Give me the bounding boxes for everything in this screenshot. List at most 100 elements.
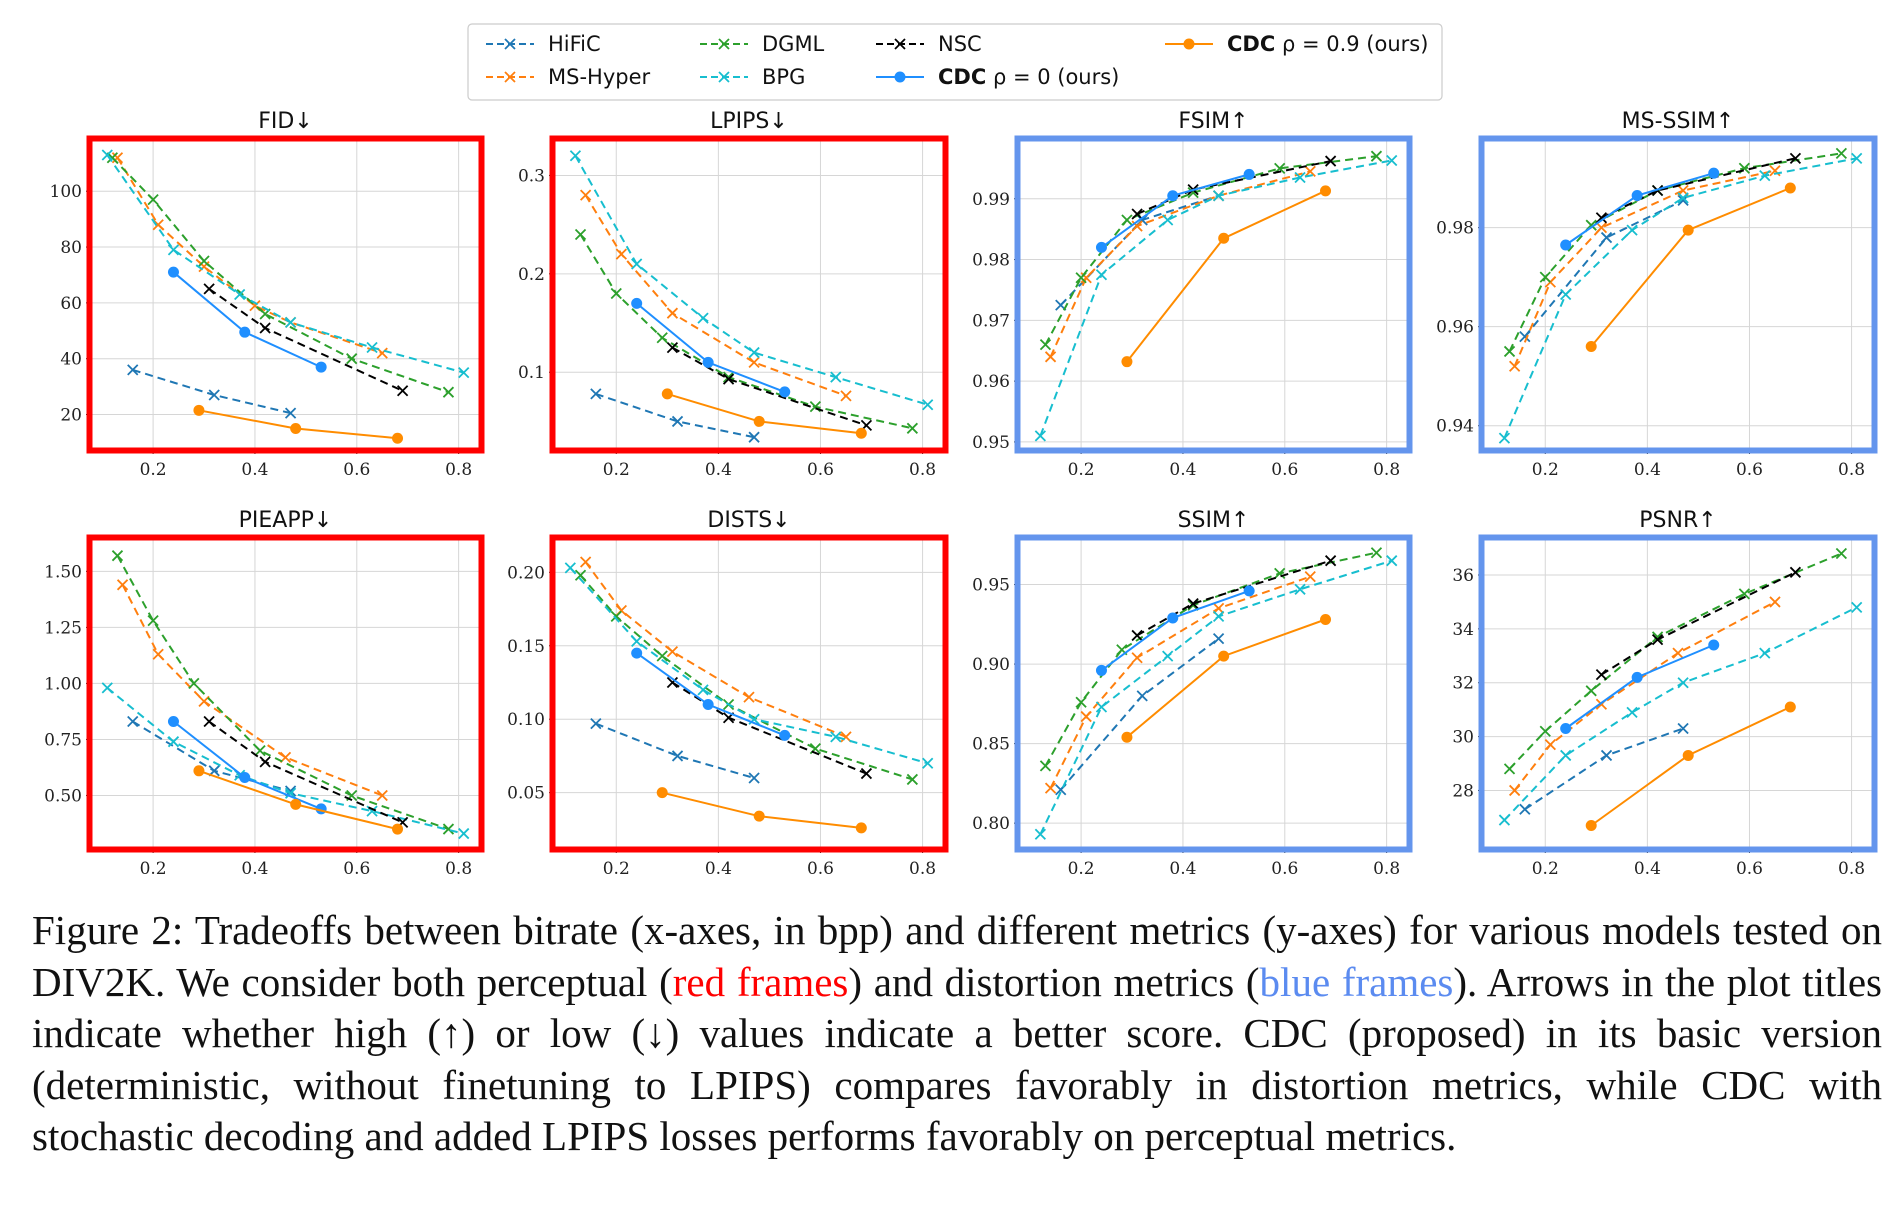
x-tick-label: 0.2 [1532,859,1559,879]
x-tick-label: 0.6 [1736,460,1763,480]
data-point-cdc0 [631,647,643,659]
y-tick-label: 36 [1452,566,1474,586]
legend-marker-mshyper [504,71,516,83]
data-point-cdc9 [1320,614,1332,626]
data-point-dgml [1539,271,1551,283]
y-tick-label: 0.10 [507,710,545,730]
series-line-dgml [1508,152,1842,352]
distortion-frame [1014,534,1413,853]
data-point-mshyper [1769,596,1781,608]
data-point-bpg [1560,288,1572,301]
data-point-mshyper [1044,351,1057,363]
x-tick-label: 0.8 [909,460,936,480]
y-tick-label: 1.50 [44,562,82,582]
legend-marker-nsc [894,38,906,50]
y-tick-label: 1.00 [44,674,82,694]
data-point-bpg [922,757,934,769]
perceptual-frame [549,135,949,454]
caption-blue-frames: blue frames [1259,958,1454,1005]
legend-label-cdc0: CDC ρ = 0 (ours) [938,65,1119,89]
data-point-cdc9 [193,765,205,777]
x-tick-label: 0.6 [807,460,834,480]
x-tick-label: 0.4 [1634,859,1661,879]
y-tick-label: 0.15 [507,637,545,657]
series-line-bpg [106,154,464,374]
legend-marker-cdc9 [1183,38,1195,50]
data-point-dgml [656,332,668,344]
data-point-dgml [1539,725,1551,737]
data-point-bpg [101,149,113,161]
data-point-cdc9 [193,404,205,416]
data-point-nsc [666,341,679,354]
x-tick-label: 0.4 [1634,460,1661,480]
data-point-nsc [259,322,271,334]
legend-label-dgml: DGML [762,32,825,56]
legend-label-rest: ρ = 0 (ours) [986,65,1119,89]
y-tick-label: 100 [50,182,82,202]
data-point-cdc0 [1243,585,1255,597]
data-point-dgml [610,610,622,623]
series-line-bpg [574,155,928,406]
data-point-cdc9 [392,823,404,835]
data-point-bpg [1294,583,1306,595]
data-point-dgml [574,228,587,241]
data-point-mshyper [840,731,852,743]
data-point-nsc [1789,152,1802,164]
data-point-bpg [1498,432,1511,444]
y-tick-label: 30 [1452,728,1474,748]
data-point-cdc9 [290,422,302,434]
data-point-cdc0 [1167,190,1179,202]
data-point-nsc [203,283,215,295]
data-point-hific [748,431,760,443]
legend-label-bold: CDC [938,65,986,89]
y-tick-label: 0.90 [972,655,1010,675]
caption-text-2: ) and distortion metrics ( [848,958,1260,1005]
data-point-cdc0 [239,772,251,784]
data-point-hific [127,715,139,728]
data-point-mshyper [579,556,592,568]
data-point-cdc9 [1121,356,1133,368]
data-point-cdc9 [753,415,765,427]
series-group [1498,147,1863,444]
data-point-cdc9 [1682,749,1694,761]
x-tick-label: 0.8 [445,460,472,480]
y-tick-label: 0.95 [972,576,1010,596]
perceptual-frame [549,534,949,853]
legend-marker-bpg [718,71,730,83]
y-tick-label: 20 [60,406,82,426]
x-tick-label: 0.6 [807,859,834,879]
data-point-bpg [234,288,246,301]
legend-label-cdc9: CDC ρ = 0.9 (ours) [1227,32,1428,56]
x-tick-label: 0.8 [1373,859,1400,879]
data-point-nsc [1131,629,1143,642]
data-point-hific [1519,803,1531,815]
data-point-cdc9 [855,427,867,439]
y-tick-label: 0.3 [518,166,545,186]
data-point-bpg [1759,170,1771,182]
data-point-nsc [1324,155,1337,167]
y-tick-label: 0.50 [44,786,82,806]
data-point-dgml [1835,147,1848,160]
data-point-bpg [564,562,576,574]
data-point-cdc9 [661,388,673,400]
y-tick-label: 1.25 [44,618,82,638]
caption-red-frames: red frames [672,958,849,1005]
y-tick-label: 0.05 [507,784,545,804]
data-point-mshyper [152,648,164,660]
data-point-dgml [1075,272,1087,284]
x-tick-label: 0.6 [1271,859,1298,879]
y-tick-label: 32 [1452,674,1474,694]
x-tick-label: 0.2 [603,460,630,480]
x-tick-label: 0.4 [241,859,268,879]
data-point-bpg [458,367,470,379]
legend-entry-nsc: NSC [876,32,982,56]
data-point-cdc9 [1218,650,1230,662]
data-point-hific [1600,749,1613,762]
data-point-bpg [1498,814,1511,826]
data-point-bpg [167,736,180,748]
data-point-cdc9 [1585,340,1597,352]
caption-text-1: Tradeoffs between bitrate (x-axes, in bp… [32,907,1883,1005]
data-point-cdc0 [167,716,179,728]
chart-title: FID↓ [258,109,313,134]
data-point-dgml [1370,547,1383,559]
